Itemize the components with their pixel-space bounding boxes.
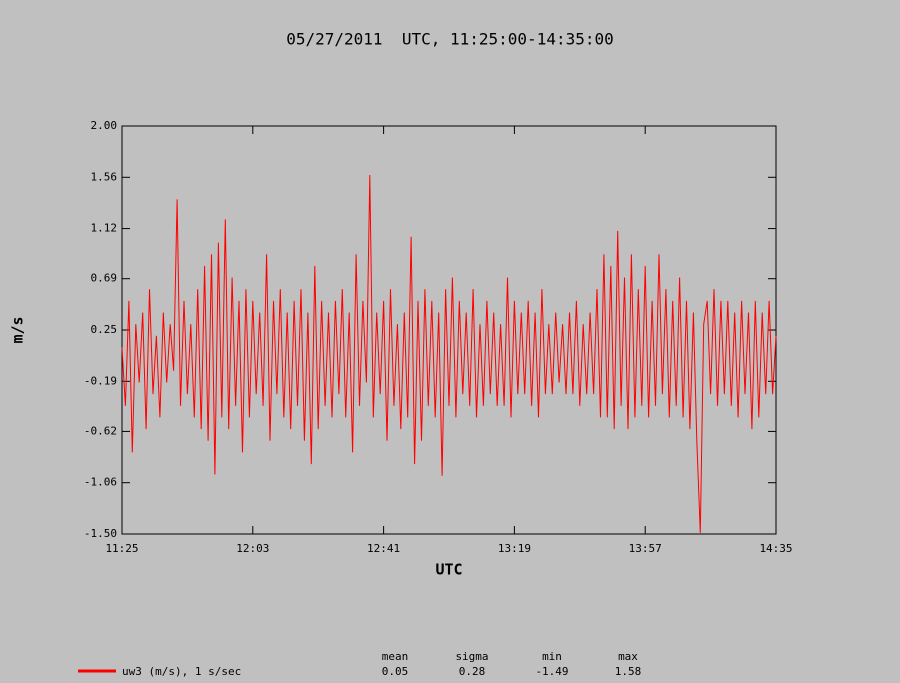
y-tick-label: 1.12 [91, 222, 118, 235]
x-tick-label: 14:35 [759, 542, 792, 555]
y-tick-label: 2.00 [91, 119, 118, 132]
x-axis-label: UTC [435, 561, 462, 579]
y-axis-label: m/s [9, 316, 27, 343]
stat-value: 0.28 [459, 665, 486, 678]
y-tick-label: -0.62 [84, 424, 117, 437]
y-tick-label: 0.25 [91, 323, 118, 336]
stat-value: 0.05 [382, 665, 409, 678]
chart-title: 05/27/2011 UTC, 11:25:00-14:35:00 [286, 30, 614, 49]
legend-label: uw3 (m/s), 1 s/sec [122, 665, 241, 678]
stat-header: sigma [455, 650, 488, 663]
y-tick-label: 0.69 [91, 272, 118, 285]
stat-header: mean [382, 650, 409, 663]
y-tick-label: -0.19 [84, 374, 117, 387]
y-tick-label: -1.06 [84, 476, 117, 489]
x-tick-label: 12:03 [236, 542, 269, 555]
stat-header: max [618, 650, 638, 663]
stat-value: 1.58 [615, 665, 642, 678]
x-tick-label: 13:57 [629, 542, 662, 555]
data-line [121, 174, 777, 533]
x-tick-label: 12:41 [367, 542, 400, 555]
stat-header: min [542, 650, 562, 663]
x-tick-label: 13:19 [498, 542, 531, 555]
x-tick-label: 11:25 [105, 542, 138, 555]
y-tick-label: -1.50 [84, 527, 117, 540]
y-tick-label: 1.56 [91, 170, 118, 183]
stat-value: -1.49 [535, 665, 568, 678]
